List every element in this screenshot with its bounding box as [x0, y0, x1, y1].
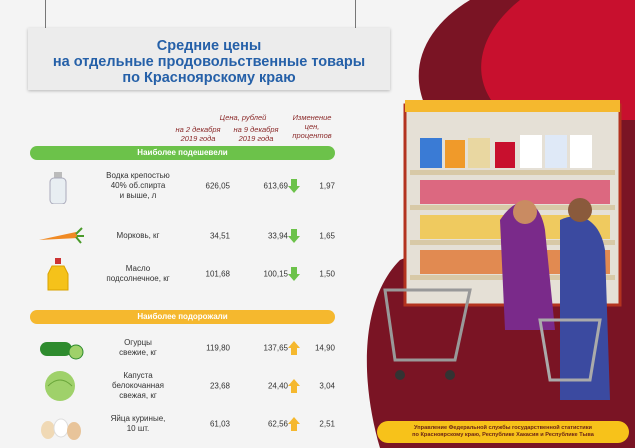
product-name: Водка крепостью 40% об.спирта и выше, л — [106, 171, 170, 200]
arrow-up-icon — [288, 341, 300, 355]
title-line: по Красноярскому краю — [122, 70, 296, 86]
arrow-up-icon — [288, 379, 300, 393]
price-change: 14,90 — [314, 343, 335, 353]
product-name: Капуста белокочанная свежая, кг — [112, 371, 164, 400]
hanging-string — [355, 0, 356, 30]
price-dec9: 33,94 — [267, 231, 288, 241]
table-row: Яйца куриные, 10 шт. 61,03 62,56 2,51 — [30, 406, 340, 442]
price-dec2: 23,68 — [209, 381, 230, 391]
table-row: Капуста белокочанная свежая, кг 23,68 24,4… — [30, 368, 340, 404]
hanging-string — [45, 0, 46, 30]
table-row: Морковь, кг 34,51 33,94 1,65 — [30, 218, 340, 254]
carrot-icon — [39, 227, 84, 244]
arrow-down-icon — [288, 267, 300, 281]
section-bar: Наиболее подорожали — [30, 310, 335, 324]
arrow-up-icon — [288, 417, 300, 431]
price-dec2: 626,05 — [205, 181, 230, 191]
price-dec2: 119,80 — [206, 343, 230, 353]
arrow-down-icon — [288, 179, 300, 193]
price-change: 1,65 — [319, 231, 335, 241]
product-name: Яйца куриные, 10 шт. — [110, 414, 166, 433]
price-dec9: 137,65 — [263, 343, 288, 353]
date2-header: на 9 декабря 2019 года — [233, 125, 279, 143]
price-dec9: 100,15 — [263, 269, 288, 279]
change-header: Изменение цен, процентов — [292, 113, 332, 140]
oil-bottle-icon — [47, 258, 69, 291]
cucumber-icon — [40, 342, 84, 360]
arrow-down-icon — [288, 229, 300, 243]
product-name: Масло подсолнечное, кг — [106, 264, 170, 283]
product-name: Огурцы свежие, кг — [119, 338, 157, 357]
table-row: Водка крепостью 40% об.спирта и выше, л 62… — [30, 168, 340, 204]
date1-header: на 2 декабря 2019 года — [175, 125, 221, 143]
footer-source: Управление Федеральной службы государств… — [377, 421, 629, 443]
price-dec9: 24,40 — [267, 381, 288, 391]
title-line: Средние цены — [156, 38, 262, 54]
table-row: Огурцы свежие, кг 119,80 137,65 14,90 — [30, 330, 340, 366]
price-dec9: 62,56 — [267, 419, 288, 429]
price-change: 2,51 — [319, 419, 335, 429]
section-bar: Наиболее подешевели — [30, 146, 335, 160]
title-line: на отдельные продовольственные товары — [52, 54, 366, 70]
eggs-icon — [41, 418, 81, 440]
price-change: 3,04 — [319, 381, 335, 391]
table-row: Масло подсолнечное, кг 101,68 100,15 1,50 — [30, 256, 340, 292]
price-dec2: 34,51 — [209, 231, 230, 241]
price-dec9: 613,69 — [263, 181, 288, 191]
cabbage-icon — [45, 371, 75, 401]
product-name: Морковь, кг — [116, 231, 160, 240]
price-header: Цена, рублей — [219, 113, 267, 122]
price-change: 1,50 — [319, 269, 335, 279]
price-change: 1,97 — [319, 181, 335, 191]
vodka-bottle-icon — [49, 172, 67, 204]
price-dec2: 101,68 — [205, 269, 230, 279]
price-dec2: 61,03 — [209, 419, 230, 429]
title-box: Средние цены на отдельные продовольствен… — [28, 28, 390, 90]
